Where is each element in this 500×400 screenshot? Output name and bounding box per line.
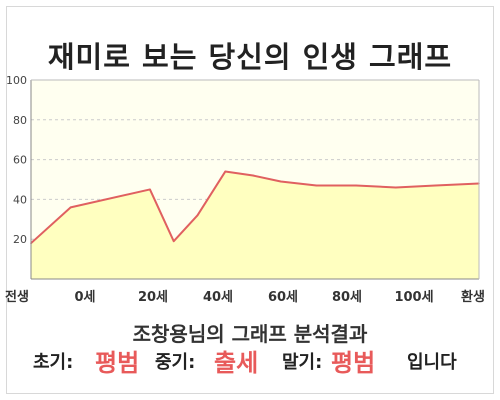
page-title: 재미로 보는 당신의 인생 그래프 bbox=[47, 40, 453, 74]
data-point-11 bbox=[434, 184, 437, 187]
x-tick-label-3: 40세 bbox=[203, 290, 233, 305]
data-point-3 bbox=[172, 240, 175, 242]
y-tick-label-40: 40 bbox=[13, 193, 27, 206]
data-point-6 bbox=[252, 174, 254, 177]
mid-label: 중기: bbox=[155, 352, 196, 373]
x-tick-label-0: 전생 bbox=[5, 289, 29, 305]
early-value: 평범 bbox=[95, 349, 140, 377]
x-tick-label-5: 80세 bbox=[332, 290, 362, 305]
data-point-7 bbox=[279, 180, 282, 183]
y-tick-label-80: 80 bbox=[13, 114, 27, 127]
analysis-title: 조창용님의 그래프 분석결과 bbox=[132, 322, 368, 346]
y-tick-label-60: 60 bbox=[13, 154, 27, 167]
mid-value: 출세 bbox=[214, 349, 259, 377]
x-tick-label-1: 0세 bbox=[74, 290, 95, 305]
data-point-4 bbox=[196, 214, 199, 217]
data-point-1 bbox=[69, 206, 72, 209]
x-tick-label-6: 100세 bbox=[394, 290, 433, 305]
area-fill bbox=[31, 171, 479, 279]
outer-frame bbox=[6, 6, 494, 394]
data-point-8 bbox=[315, 184, 318, 187]
x-tick-label-7: 환생 bbox=[461, 289, 485, 305]
data-point-5 bbox=[224, 170, 227, 173]
late-value: 평범 bbox=[331, 349, 376, 377]
early-label: 초기: bbox=[33, 352, 74, 373]
late-label: 말기: bbox=[282, 352, 323, 373]
x-tick-label-2: 20세 bbox=[138, 290, 168, 305]
data-point-2 bbox=[149, 188, 151, 191]
data-point-9 bbox=[355, 184, 357, 187]
result-ending: 입니다 bbox=[407, 352, 457, 373]
y-tick-label-20: 20 bbox=[13, 233, 27, 246]
data-point-10 bbox=[394, 186, 397, 189]
y-tick-label-100: 100 bbox=[6, 74, 27, 87]
x-tick-label-4: 60세 bbox=[268, 290, 298, 305]
